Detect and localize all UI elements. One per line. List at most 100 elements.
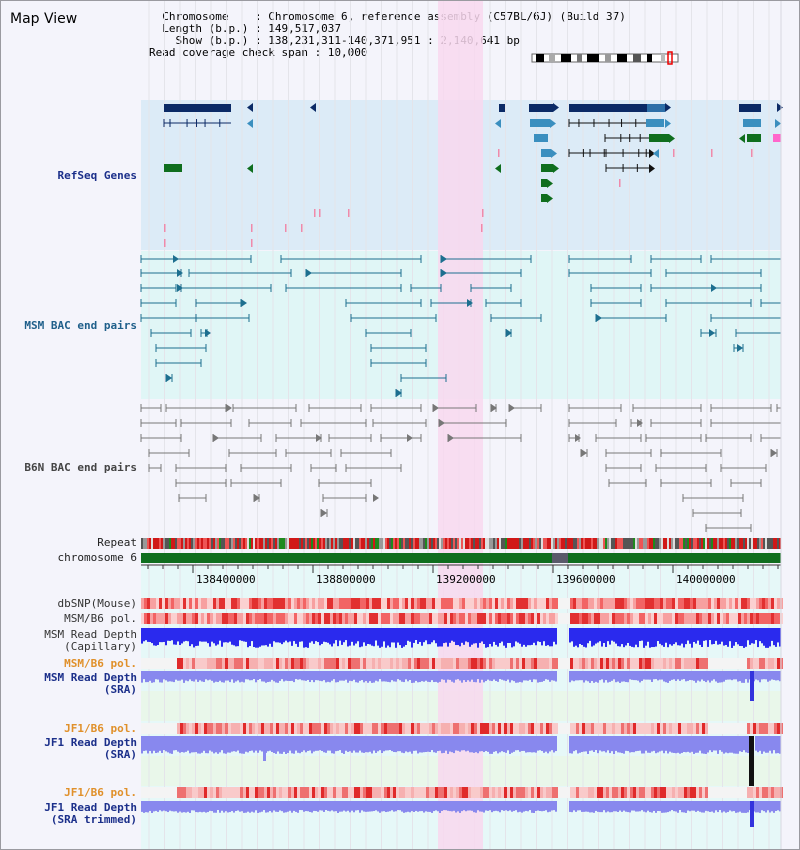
jf1-b6-pol-strip — [375, 723, 378, 734]
jf1-depth-trim-bar — [661, 801, 663, 813]
jf1-depth-bar — [655, 736, 657, 754]
jf1-b6-pol-strip — [402, 723, 405, 734]
msm-b6-pol-strip — [363, 613, 366, 624]
jf1-depth-bar — [737, 736, 739, 754]
jf1-depth-trim-bar — [545, 801, 547, 811]
gene-arrow — [495, 119, 501, 128]
repeat-feature — [519, 538, 521, 549]
msm-depth-capillary-bar — [185, 628, 187, 641]
msm-b6-pol-sra-strip — [552, 658, 555, 669]
gene-block — [649, 134, 669, 142]
jf1-depth-bar — [609, 736, 611, 754]
jf1-depth-trim-bar — [251, 801, 253, 812]
msm-depth-capillary-bar — [521, 628, 523, 647]
dbsnp-strip — [177, 598, 180, 609]
msm-depth-capillary-bar — [703, 628, 705, 641]
repeat-feature — [403, 538, 405, 549]
jf1-depth-bar — [757, 736, 759, 753]
msm-depth-sra-bar — [309, 671, 311, 683]
repeat-feature — [191, 538, 193, 549]
dbsnp-strip — [642, 598, 645, 609]
dbsnp-strip — [186, 598, 189, 609]
jf1-depth-trim-bar — [583, 801, 585, 812]
repeat-feature — [275, 538, 277, 549]
jf1-b6-pol-trim-strip — [336, 787, 339, 798]
msm-depth-capillary-bar — [693, 628, 695, 642]
msm-b6-pol-sra-strip — [405, 658, 408, 669]
msm-depth-capillary-bar — [613, 628, 615, 642]
jf1-depth-bar — [257, 736, 259, 753]
msm-depth-capillary-bar — [669, 628, 671, 645]
repeat-feature — [319, 538, 321, 549]
msm-b6-pol-strip — [495, 613, 498, 624]
jf1-depth-trim-bar — [497, 801, 499, 812]
jf1-b6-pol-strip — [663, 723, 666, 734]
repeat-feature — [503, 538, 505, 549]
msm-b6-pol-sra-strip — [498, 658, 501, 669]
msm-b6-pol-strip — [504, 613, 507, 624]
msm-depth-capillary-bar — [697, 628, 699, 641]
msm-depth-capillary-bar — [233, 628, 235, 646]
dbsnp-strip — [345, 598, 348, 609]
jf1-depth-trim-bar — [531, 801, 533, 813]
msm-depth-capillary-bar — [473, 628, 475, 644]
dbsnp-strip — [381, 598, 384, 609]
msm-b6-pol-sra-strip — [189, 658, 192, 669]
jf1-b6-pol-strip — [381, 723, 384, 734]
gene-block — [534, 134, 548, 142]
msm-b6-pol-sra-strip — [366, 658, 369, 669]
jf1-depth-bar — [541, 736, 543, 752]
msm-depth-sra-bar — [413, 671, 415, 683]
jf1-depth-bar — [605, 736, 607, 753]
jf1-b6-pol-strip — [321, 723, 324, 734]
jf1-depth-trim-bar — [417, 801, 419, 812]
repeat-feature — [233, 538, 235, 549]
jf1-b6-pol-strip — [690, 723, 693, 734]
jf1-depth-bar — [645, 736, 647, 751]
gene-arrow — [247, 164, 253, 173]
msm-depth-capillary-bar — [695, 628, 697, 644]
repeat-feature — [357, 538, 359, 549]
msm-depth-capillary-bar — [333, 628, 335, 644]
dbsnp-strip — [573, 598, 576, 609]
bac-end-arrow — [737, 344, 743, 352]
jf1-b6-pol-trim-strip — [429, 787, 432, 798]
msm-depth-sra-bar — [243, 671, 245, 683]
jf1-depth-trim-bar — [657, 801, 659, 812]
msm-b6-pol-sra-strip — [765, 658, 768, 669]
jf1-depth-bar — [747, 736, 749, 753]
dbsnp-strip — [663, 598, 666, 609]
jf1-depth-trim-bar — [389, 801, 391, 812]
jf1-depth-bar — [379, 736, 381, 751]
repeat-feature — [161, 538, 163, 549]
repeat-feature — [273, 538, 275, 549]
jf1-depth-bar — [217, 736, 219, 754]
gene-tick — [164, 239, 166, 247]
jf1-depth-bar — [775, 736, 777, 754]
repeat-feature — [375, 538, 377, 549]
dbsnp-strip — [159, 598, 162, 609]
jf1-depth-trim-bar — [595, 801, 597, 811]
msm-depth-capillary-bar — [329, 628, 331, 645]
jf1-depth-bar — [201, 736, 203, 753]
jf1-depth-bar — [353, 736, 355, 751]
jf1-b6-pol-strip — [708, 723, 711, 734]
jf1-b6-pol-trim-strip — [579, 787, 582, 798]
jf1-depth-trim-bar — [443, 801, 445, 811]
msm-depth-sra-bar — [447, 671, 449, 680]
dbsnp-strip — [390, 598, 393, 609]
gene-block — [529, 104, 553, 112]
dbsnp-strip — [594, 598, 597, 609]
dbsnp-strip — [630, 598, 633, 609]
jf1-depth-bar — [689, 736, 691, 753]
msm-b6-pol-strip — [738, 613, 741, 624]
repeat-feature — [533, 538, 535, 549]
jf1-b6-pol-trim-strip — [621, 787, 624, 798]
msm-depth-capillary-bar — [501, 628, 503, 642]
jf1-b6-pol-strip — [600, 723, 603, 734]
jf1-b6-pol-strip — [612, 723, 615, 734]
jf1-b6-pol-trim-strip — [630, 787, 633, 798]
jf1-depth-bar — [141, 736, 143, 754]
repeat-feature — [311, 538, 313, 549]
